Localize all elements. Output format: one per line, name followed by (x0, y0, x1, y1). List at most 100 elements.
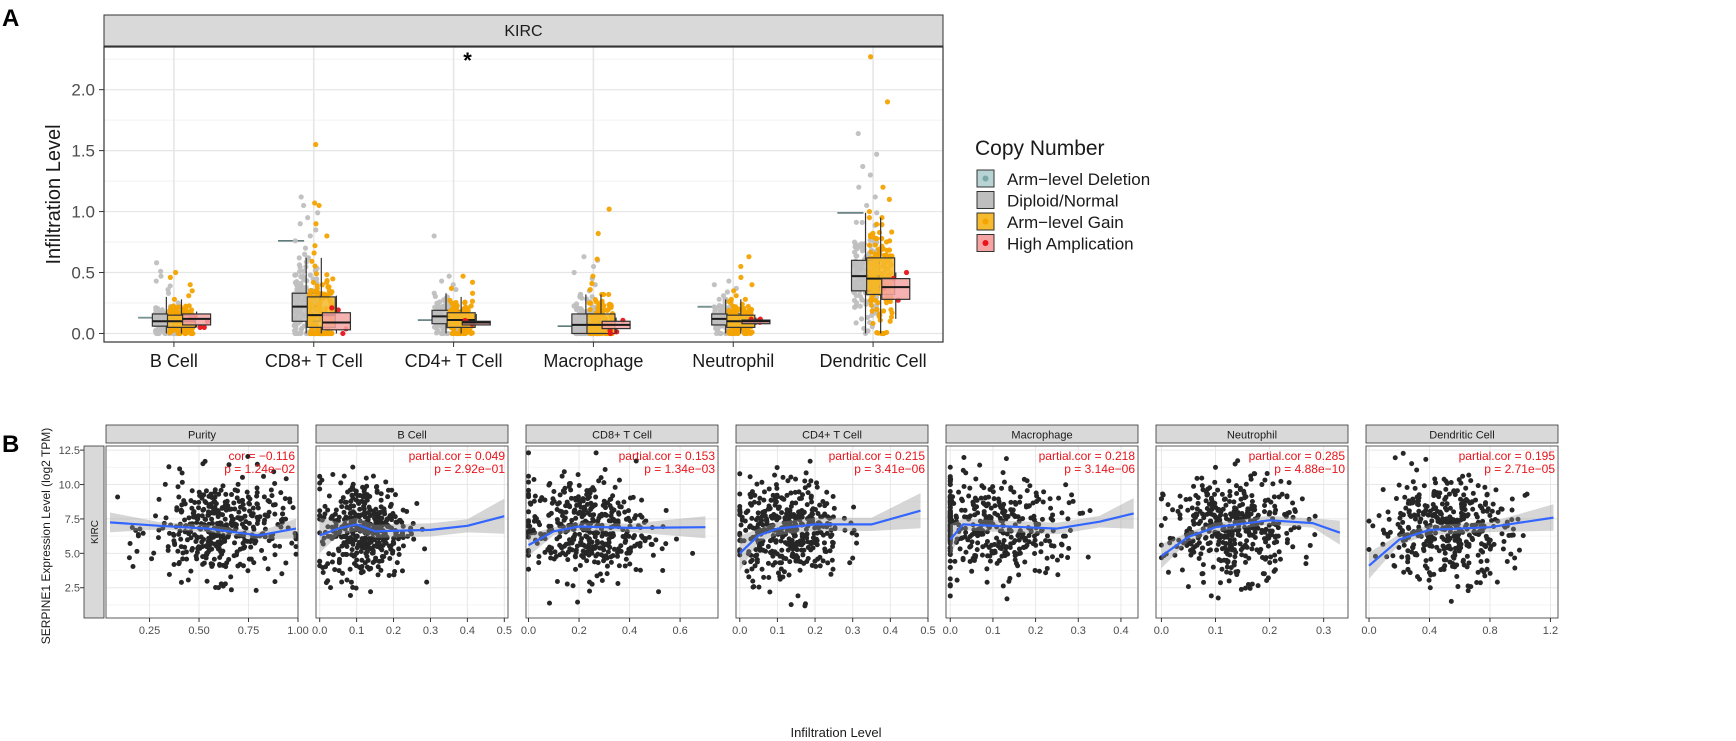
data-point (820, 499, 826, 505)
data-point (1260, 571, 1266, 577)
data-point (807, 514, 813, 520)
data-point (564, 581, 570, 587)
data-point (171, 296, 178, 302)
data-point (1011, 512, 1017, 518)
data-point (1217, 535, 1223, 541)
data-point (310, 279, 316, 286)
data-point (563, 509, 569, 515)
data-point (151, 550, 157, 556)
data-point (264, 513, 270, 519)
data-point (1032, 537, 1038, 543)
data-point (307, 272, 313, 278)
data-point (352, 537, 358, 543)
data-point (750, 584, 756, 590)
data-point (1017, 550, 1023, 556)
data-point (537, 498, 543, 504)
data-point (278, 490, 284, 496)
data-point (1003, 514, 1009, 520)
data-point (203, 488, 209, 494)
data-point (181, 498, 187, 504)
data-point (1189, 505, 1195, 511)
data-point (615, 550, 621, 556)
data-point (797, 567, 803, 573)
panel-label-a: A (2, 5, 19, 32)
data-point (606, 291, 612, 298)
data-point (995, 512, 1001, 518)
data-point (1404, 484, 1410, 490)
data-point (805, 539, 811, 545)
data-point (627, 561, 633, 567)
data-point (312, 289, 318, 295)
x-tick-label: Neutrophil (692, 351, 774, 371)
data-point (293, 536, 299, 542)
data-point (801, 560, 807, 566)
data-point (1268, 554, 1274, 560)
data-point (302, 245, 309, 251)
data-point (1031, 513, 1037, 519)
data-point (175, 330, 181, 337)
data-point (867, 172, 873, 178)
data-point (1427, 585, 1433, 591)
data-point (1015, 533, 1021, 539)
data-point (1233, 483, 1239, 489)
data-point (194, 535, 200, 541)
data-point (313, 271, 320, 277)
data-point (446, 273, 452, 279)
data-point (322, 511, 328, 517)
data-point (875, 300, 881, 306)
data-point (385, 494, 391, 500)
data-point (1443, 486, 1449, 492)
data-point (601, 480, 607, 486)
data-point (379, 522, 385, 528)
data-point (313, 221, 319, 227)
data-point (1286, 480, 1292, 486)
data-point (641, 519, 647, 525)
data-point (622, 509, 628, 515)
data-point (597, 571, 603, 577)
data-point (774, 551, 780, 557)
data-point (318, 330, 324, 337)
data-point (579, 536, 585, 542)
data-point (1237, 541, 1243, 547)
data-point (876, 311, 883, 317)
data-point (374, 488, 380, 494)
data-point (341, 509, 347, 515)
data-point (802, 478, 808, 484)
data-point (1423, 456, 1429, 462)
data-point (616, 477, 622, 483)
data-point (1299, 496, 1305, 502)
data-point (1460, 559, 1466, 565)
data-point (1044, 555, 1050, 561)
data-point (632, 515, 638, 521)
data-point (1457, 537, 1463, 543)
data-point (205, 512, 211, 518)
data-point (1400, 512, 1406, 518)
data-point (536, 553, 542, 559)
data-point (188, 498, 194, 504)
data-point (361, 499, 367, 505)
data-point (199, 513, 205, 519)
data-point (204, 578, 210, 584)
data-point (870, 320, 876, 327)
data-point (1484, 491, 1490, 497)
data-point (783, 511, 789, 517)
data-point (1448, 598, 1454, 604)
data-point (1199, 571, 1205, 577)
data-point (586, 494, 592, 500)
data-point (330, 472, 336, 478)
data-point (211, 507, 217, 513)
data-point (1270, 481, 1276, 487)
data-point (811, 535, 817, 541)
data-point (1483, 500, 1489, 506)
data-point (802, 603, 808, 609)
data-point (192, 532, 198, 538)
data-point (996, 558, 1002, 564)
data-point (1012, 500, 1018, 506)
data-point (396, 546, 402, 552)
data-point (1196, 521, 1202, 527)
data-point (1215, 487, 1221, 493)
data-point (400, 523, 406, 529)
y-tick-label: 10.0 (59, 480, 80, 492)
data-point (589, 280, 595, 287)
